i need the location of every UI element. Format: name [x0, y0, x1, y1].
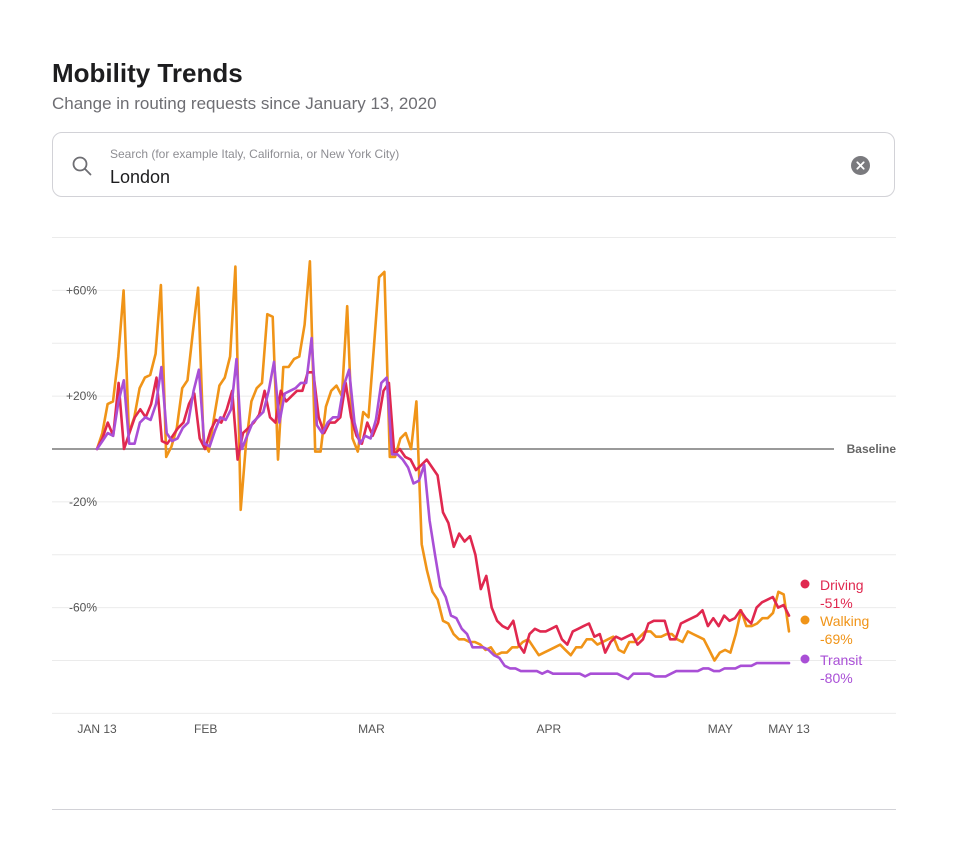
legend-label-driving: Driving — [820, 577, 864, 593]
y-tick-label: -20% — [69, 495, 97, 509]
y-tick-label: +20% — [66, 389, 97, 403]
baseline-label: Baseline — [847, 442, 897, 456]
x-tick-label: JAN 13 — [77, 722, 117, 736]
x-tick-label: MAR — [358, 722, 385, 736]
page-subtitle: Change in routing requests since January… — [52, 94, 437, 113]
x-tick-label: MAY 13 — [768, 722, 810, 736]
divider — [52, 809, 896, 810]
search-input[interactable]: London — [110, 167, 171, 187]
search-icon — [72, 156, 92, 176]
legend-value-transit: -80% — [820, 670, 853, 686]
clear-search-button[interactable] — [851, 156, 870, 175]
legend-label-walking: Walking — [820, 613, 869, 629]
legend-label-transit: Transit — [820, 652, 862, 668]
search-box[interactable]: Search (for example Italy, California, o… — [52, 132, 895, 197]
mobility-chart: Baseline +60% +20% -20% -60% JAN 13 FEB MAR APR M… — [52, 237, 897, 736]
y-tick-label: +60% — [66, 283, 97, 297]
x-tick-label: FEB — [194, 722, 217, 736]
page-title: Mobility Trends — [52, 58, 243, 88]
x-tick-label: MAY — [708, 722, 733, 736]
legend-value-driving: -51% — [820, 595, 853, 611]
clear-icon — [856, 161, 865, 170]
series-line-driving — [95, 371, 791, 654]
legend-dot-driving — [800, 579, 810, 589]
x-tick-label: APR — [536, 722, 561, 736]
search-placeholder: Search (for example Italy, California, o… — [110, 147, 400, 161]
y-tick-label: -60% — [69, 601, 97, 615]
legend-value-walking: -69% — [820, 631, 853, 647]
legend-dot-transit — [800, 654, 810, 664]
series-line-walking — [95, 259, 791, 662]
legend-dot-walking — [800, 615, 810, 625]
series-line-transit — [95, 336, 791, 681]
